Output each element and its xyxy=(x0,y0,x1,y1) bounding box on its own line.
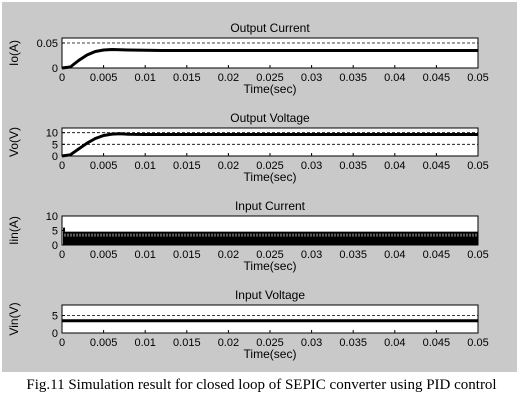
x-tick-label: 0.05 xyxy=(467,249,488,261)
x-tick-label: 0.05 xyxy=(467,72,488,84)
y-axis-label: Io(A) xyxy=(7,40,21,66)
x-tick-label: 0.04 xyxy=(384,249,405,261)
x-tick-label: 0.03 xyxy=(301,160,322,172)
y-tick-label: 5 xyxy=(52,139,58,151)
figure-caption: Fig.11 Simulation result for closed loop… xyxy=(26,377,497,393)
y-tick-label: 5 xyxy=(52,226,58,238)
x-tick-label: 0.01 xyxy=(134,160,155,172)
y-tick-label: 0 xyxy=(52,328,58,340)
x-tick-label: 0.04 xyxy=(384,337,405,349)
x-axis-label: Time(sec) xyxy=(244,259,297,273)
series-line-1 xyxy=(61,48,478,70)
y-tick-label: 10 xyxy=(46,211,58,223)
x-tick-label: 0.005 xyxy=(90,72,118,84)
x-tick-label: 0.05 xyxy=(467,337,488,349)
plot-area xyxy=(61,304,479,334)
x-tick-label: 0.04 xyxy=(384,72,405,84)
x-axis-label: Time(sec) xyxy=(244,82,297,96)
x-tick-label: 0.015 xyxy=(173,337,201,349)
x-tick-label: 0.02 xyxy=(218,249,239,261)
plot-area xyxy=(61,127,479,157)
plot-area xyxy=(61,37,479,69)
x-tick-label: 0.015 xyxy=(173,160,201,172)
chart-panel-2: Output Voltage 0 0.005 0.01 0.015 0.02 0.025 0.… xyxy=(7,111,489,184)
x-tick-label: 0.045 xyxy=(423,249,451,261)
simulation-figure: Output Current 0 0.005 0.01 0.015 0.02 0.025 0.… xyxy=(2,2,517,372)
x-tick-label: 0.02 xyxy=(218,160,239,172)
chart-title: Output Current xyxy=(230,21,310,35)
x-tick-label: 0.035 xyxy=(339,160,367,172)
x-axis-label: Time(sec) xyxy=(244,170,297,184)
x-tick-label: 0.035 xyxy=(339,337,367,349)
x-tick-label: 0.045 xyxy=(423,72,451,84)
x-tick-label: 0 xyxy=(59,160,65,172)
y-axis-label: Vin(V) xyxy=(7,302,21,335)
x-tick-label: 0.025 xyxy=(256,160,284,172)
x-tick-label: 0.015 xyxy=(173,72,201,84)
x-tick-label: 0.015 xyxy=(173,249,201,261)
x-tick-label: 0.02 xyxy=(218,72,239,84)
y-tick-label: 0 xyxy=(52,151,58,163)
y-tick-label: 0 xyxy=(52,240,58,252)
chart-title: Output Voltage xyxy=(230,111,310,125)
chart-panel-4: Input Voltage 0 0.005 0.01 0.015 0.02 0.025 0.0… xyxy=(7,288,489,361)
x-tick-label: 0.02 xyxy=(218,337,239,349)
x-tick-label: 0.045 xyxy=(423,337,451,349)
x-tick-label: 0.005 xyxy=(90,160,118,172)
chart-panel-3: Input Current 0 0.005 0.01 0.015 0.02 0.025 0.0… xyxy=(7,199,489,273)
x-tick-label: 0 xyxy=(59,249,65,261)
x-tick-label: 0.025 xyxy=(256,249,284,261)
y-tick-label: 0 xyxy=(52,63,58,75)
y-tick-label: 5 xyxy=(52,311,58,323)
series-line-1 xyxy=(61,132,478,158)
x-tick-label: 0.03 xyxy=(301,72,322,84)
y-axis-label: Vo(V) xyxy=(7,127,21,157)
x-tick-label: 0.045 xyxy=(423,160,451,172)
y-tick-label: 0.05 xyxy=(37,38,58,50)
chart-title: Input Current xyxy=(235,199,306,213)
x-tick-label: 0.025 xyxy=(256,337,284,349)
y-axis-label: Iin(A) xyxy=(7,216,21,245)
x-tick-label: 0.025 xyxy=(256,72,284,84)
y-tick-label: 10 xyxy=(46,128,58,140)
x-axis-label: Time(sec) xyxy=(244,347,297,361)
x-tick-label: 0.005 xyxy=(90,337,118,349)
x-tick-label: 0.03 xyxy=(301,249,322,261)
x-tick-label: 0.01 xyxy=(134,72,155,84)
x-tick-label: 0.01 xyxy=(134,337,155,349)
x-tick-label: 0.005 xyxy=(90,249,118,261)
x-tick-label: 0.05 xyxy=(467,160,488,172)
chart-title: Input Voltage xyxy=(235,288,305,302)
x-tick-label: 0.03 xyxy=(301,337,322,349)
x-tick-label: 0 xyxy=(59,337,65,349)
x-tick-label: 0.035 xyxy=(339,72,367,84)
x-tick-label: 0 xyxy=(59,72,65,84)
x-tick-label: 0.04 xyxy=(384,160,405,172)
x-tick-label: 0.01 xyxy=(134,249,155,261)
x-tick-label: 0.035 xyxy=(339,249,367,261)
chart-panel-1: Output Current 0 0.005 0.01 0.015 0.02 0.025 0.… xyxy=(7,21,489,96)
